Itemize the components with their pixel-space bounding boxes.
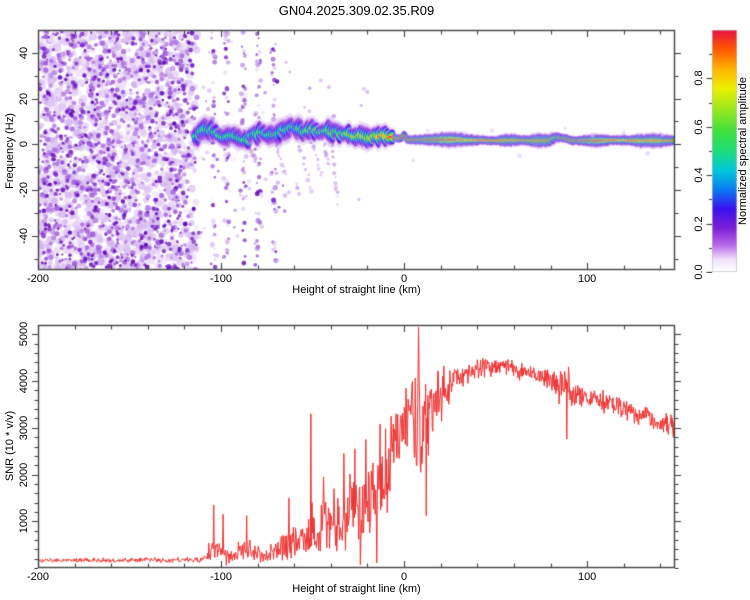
- spectrogram-x-tick-label: 0: [401, 273, 408, 285]
- spectrogram-x-axis-title: Height of straight line (km): [292, 284, 421, 296]
- spectrogram-x-tick-label: -100: [210, 273, 233, 285]
- colorbar-tick-label: 0.2: [693, 215, 705, 232]
- snr-y-tick-label: 3000: [18, 415, 30, 441]
- snr-x-axis-title: Height of straight line (km): [292, 583, 421, 595]
- colorbar-tick-label: 0.4: [693, 167, 705, 183]
- colorbar-tick-label: 0.0: [693, 264, 705, 280]
- spectrogram-x-tick-label: -200: [26, 273, 50, 285]
- spectrogram-y-tick-label: -20: [18, 182, 30, 198]
- colorbar-axis-title: Normalized spectral amplitude: [737, 77, 749, 225]
- spectrogram-x-tick-label: 100: [577, 273, 597, 285]
- colorbar-tick-label: 0.6: [693, 119, 705, 135]
- spectrogram-y-tick-label: -40: [18, 227, 30, 244]
- snr-y-tick-label: 2000: [18, 462, 30, 487]
- colorbar-tick-label: 0.8: [693, 70, 705, 87]
- snr-y-axis-title: SNR (10 * v/v): [4, 410, 16, 482]
- spectrogram-y-tick-label: 20: [18, 92, 30, 105]
- spectrogram-y-axis-title: Frequency (Hz): [4, 113, 16, 189]
- snr-y-tick-label: 5000: [18, 322, 30, 347]
- snr-x-tick-label: -100: [210, 571, 233, 583]
- snr-y-tick-label: 4000: [18, 368, 30, 394]
- spectrogram-y-tick-label: 40: [18, 46, 30, 59]
- snr-x-tick-label: 0: [401, 571, 408, 583]
- snr-y-tick-label: 1000: [18, 509, 30, 534]
- colorbar: [704, 29, 746, 273]
- spectrogram-y-tick-label: 0: [18, 141, 30, 148]
- snr-x-tick-label: 100: [577, 571, 597, 583]
- snr-x-tick-label: -200: [26, 571, 50, 583]
- figure-title: GN04.2025.309.02.35.R09: [278, 3, 435, 18]
- spectrogram-panel: [30, 29, 683, 271]
- snr-panel: [30, 324, 683, 569]
